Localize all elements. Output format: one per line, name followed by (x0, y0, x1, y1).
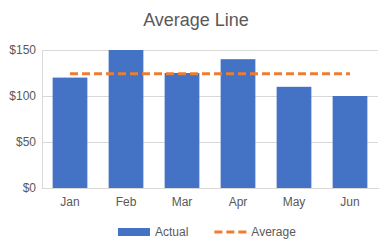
x-tick: Apr (229, 188, 248, 209)
bar (109, 50, 144, 188)
y-tick: $150 (9, 43, 42, 57)
y-tick: $100 (9, 89, 42, 103)
title: Average Line (143, 10, 249, 30)
legend-label: Average (251, 225, 296, 239)
x-tick-label: Feb (116, 195, 137, 209)
plot: $0 $50 $100 $150 Jan Feb Mar Apr May Jun (9, 43, 378, 208)
legend-item: Average (214, 225, 296, 239)
grid-line (42, 188, 378, 189)
x-tick: May (283, 188, 306, 209)
line (70, 72, 350, 75)
bar (333, 96, 368, 188)
x-tick-label: Jan (60, 195, 79, 209)
bar (165, 73, 200, 188)
y-axis-line (42, 51, 43, 189)
marks (53, 50, 368, 188)
x-tick: Jun (340, 188, 359, 209)
legend-label: Actual (155, 225, 188, 239)
legend-swatch (118, 228, 150, 236)
bar-series (53, 50, 368, 188)
grid-line (42, 50, 378, 51)
x-tick: Feb (116, 188, 137, 209)
bar (277, 87, 312, 188)
x-tick: Mar (172, 188, 193, 209)
y-tick-label: $50 (16, 135, 36, 149)
x-tick-label: Jun (340, 195, 359, 209)
x-tick-label: Apr (229, 195, 248, 209)
chart: Average Line $0 $50 $100 $150 Jan Feb Mar Apr May… (0, 0, 392, 252)
y-tick-label: $150 (9, 43, 36, 57)
legend-swatch (214, 231, 246, 234)
x-tick: Jan (60, 188, 79, 209)
y-tick: $50 (16, 135, 42, 149)
bar (221, 59, 256, 188)
x-axis-line (43, 188, 379, 189)
y-axis: $0 $50 $100 $150 (9, 43, 42, 195)
bar (53, 78, 88, 188)
grid (42, 50, 378, 188)
x-tick-label: Mar (172, 195, 193, 209)
x-axis: Jan Feb Mar Apr May Jun (43, 188, 379, 209)
y-tick-label: $100 (9, 89, 36, 103)
y-tick-label: $0 (23, 181, 37, 195)
legend: Actual Average (118, 225, 296, 239)
grid-line (42, 96, 378, 97)
grid-line (42, 142, 378, 143)
x-tick-label: May (283, 195, 306, 209)
y-tick: $0 (23, 181, 42, 195)
legend-item: Actual (118, 225, 188, 239)
